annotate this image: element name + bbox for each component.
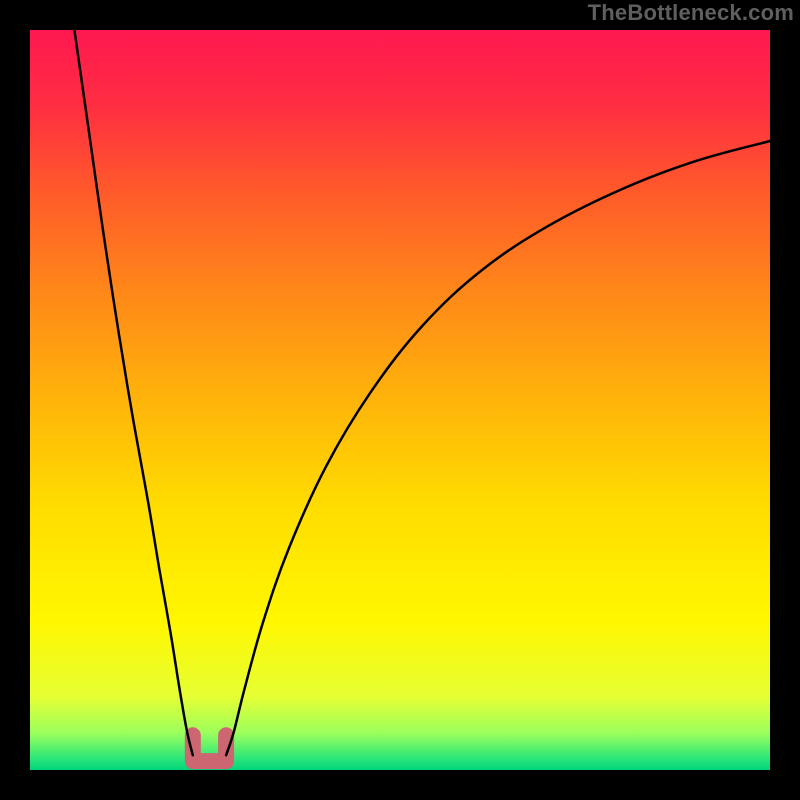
- bottleneck-chart: [0, 0, 800, 800]
- stage: TheBottleneck.com: [0, 0, 800, 800]
- chart-background: [30, 30, 770, 770]
